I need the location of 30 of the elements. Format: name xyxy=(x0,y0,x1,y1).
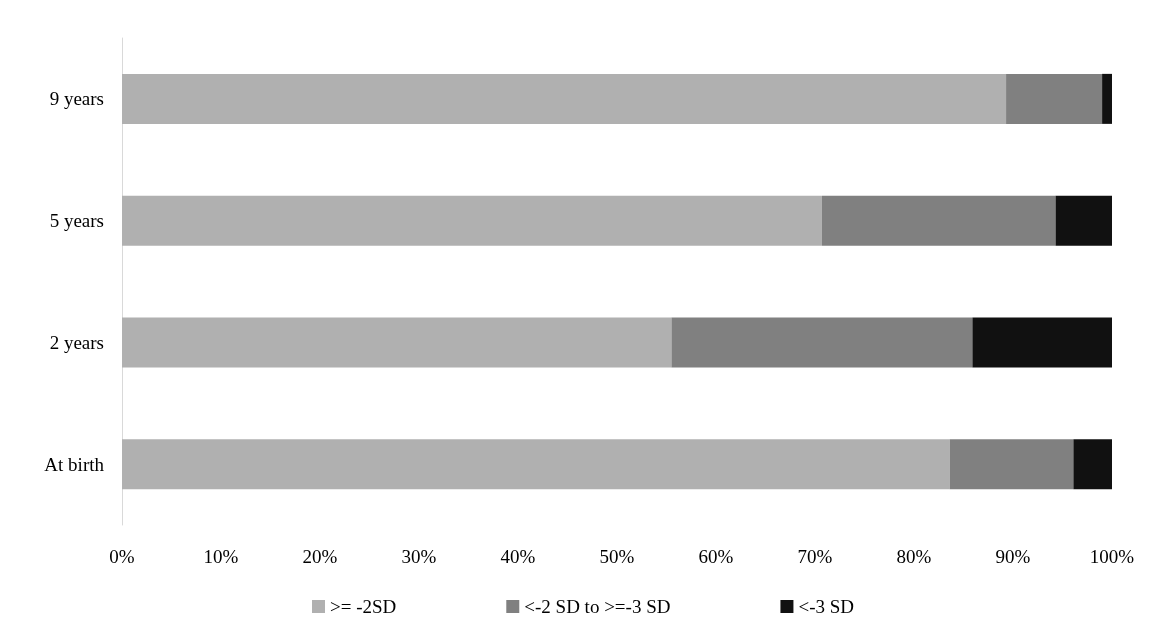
x-tick-label: 40% xyxy=(500,546,536,567)
bar xyxy=(1073,439,1112,490)
bar xyxy=(122,317,672,368)
bar xyxy=(1055,195,1112,246)
y-tick-label: 2 years xyxy=(49,331,104,353)
x-tick-label: 80% xyxy=(896,546,932,567)
bar xyxy=(122,439,950,490)
y-tick-label: 5 years xyxy=(49,210,104,232)
y-tick-label: 9 years xyxy=(49,88,104,110)
x-tick-label: 50% xyxy=(599,546,635,567)
bar xyxy=(949,439,1074,490)
bar xyxy=(122,195,822,246)
x-tick-label: 10% xyxy=(203,546,239,567)
bar xyxy=(972,317,1112,368)
legend-label: >= -2SD xyxy=(329,596,397,617)
x-tick-label: 70% xyxy=(797,546,833,567)
bar xyxy=(671,317,973,368)
bar xyxy=(821,195,1056,246)
x-tick-label: 30% xyxy=(401,546,437,567)
x-tick-label: 60% xyxy=(698,546,734,567)
bar xyxy=(122,73,1007,124)
x-tick-label: 20% xyxy=(302,546,338,567)
x-tick-label: 100% xyxy=(1089,546,1135,567)
bar xyxy=(1102,73,1112,124)
x-tick-label: 0% xyxy=(109,546,135,567)
legend-label: <-2 SD to >=-3 SD xyxy=(524,596,671,617)
bar xyxy=(1006,73,1103,124)
x-tick-label: 90% xyxy=(995,546,1031,567)
legend-label: <-3 SD xyxy=(798,596,855,617)
y-tick-label: At birth xyxy=(44,453,105,475)
